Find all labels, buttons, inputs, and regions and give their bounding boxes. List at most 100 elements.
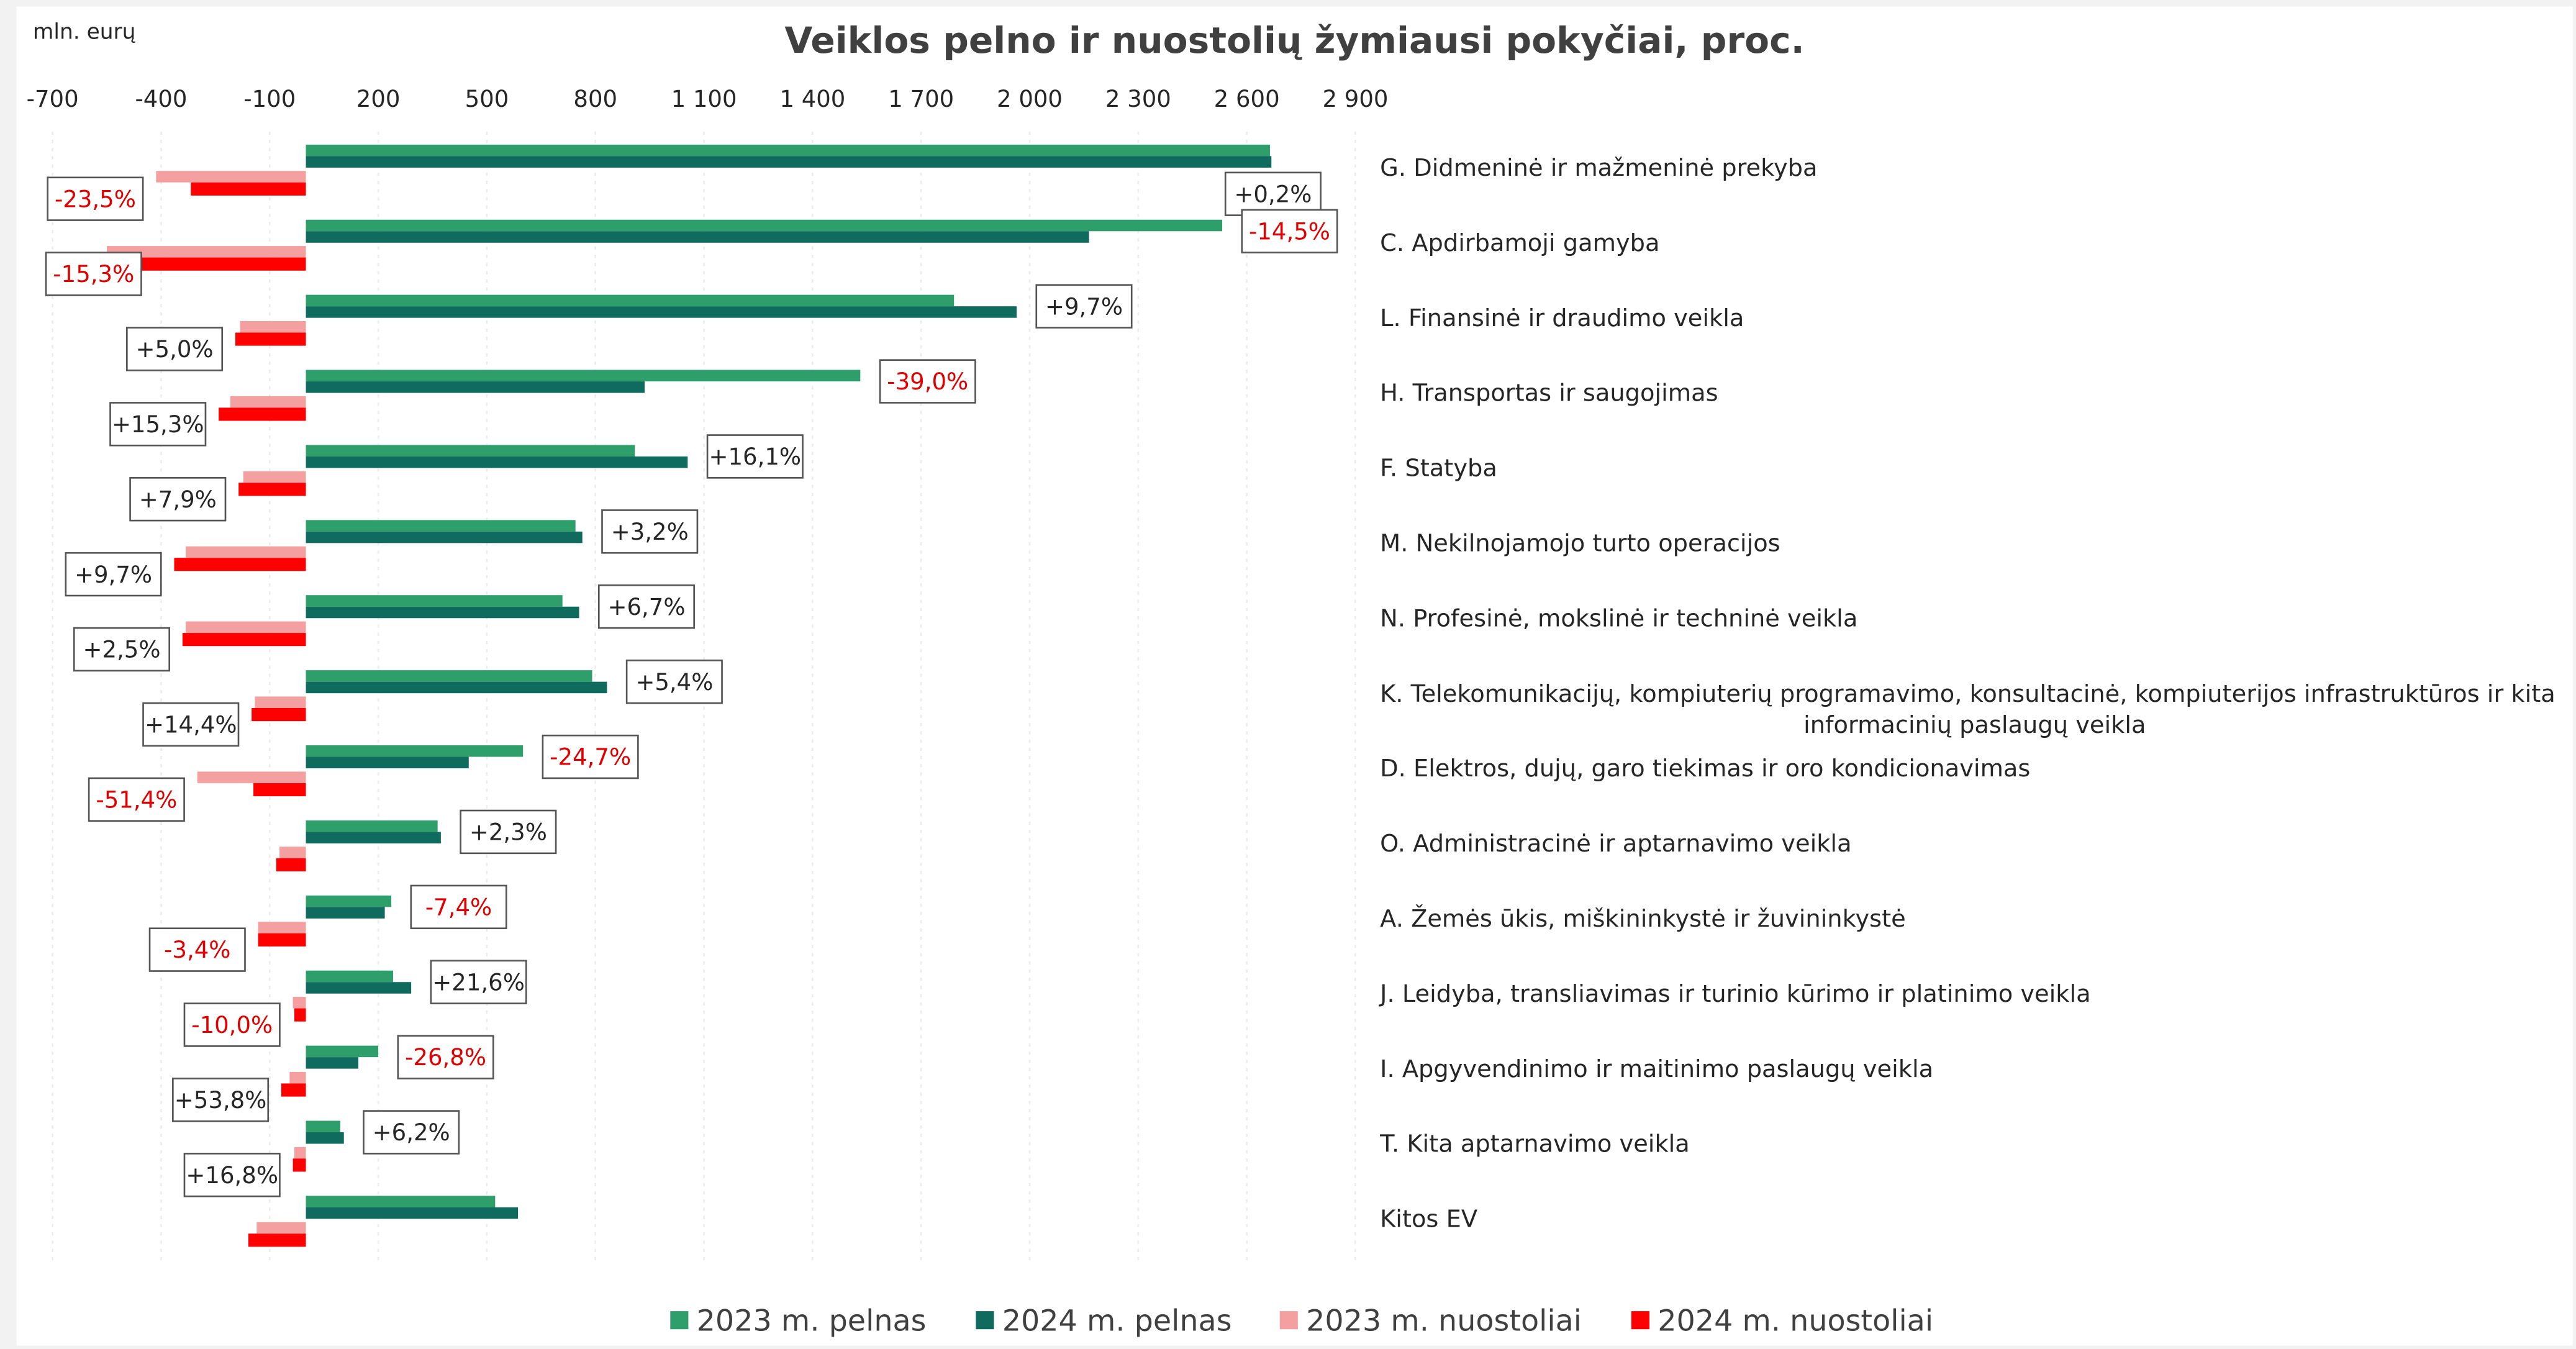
annotation-box	[1035, 284, 1133, 329]
annotation: -14,5%	[1249, 218, 1330, 245]
annotation-box	[879, 359, 976, 404]
category-label: K. Telekomunikacijų, kompiuterių program…	[1380, 679, 2556, 738]
bar	[256, 1222, 306, 1234]
bar	[306, 306, 1017, 318]
annotation: +2,3%	[469, 819, 547, 846]
annotation-box	[142, 702, 240, 747]
bar	[238, 483, 306, 496]
bar	[293, 997, 306, 1009]
bar	[289, 1071, 306, 1084]
bar	[306, 982, 412, 994]
x-tick-label: -400	[135, 86, 187, 112]
bar	[306, 595, 563, 607]
annotation-box	[88, 777, 185, 822]
bar	[306, 1207, 519, 1219]
annotation: +6,2%	[373, 1119, 450, 1146]
bar	[306, 1045, 379, 1058]
bar	[306, 1196, 496, 1207]
annotation-box	[73, 627, 171, 672]
bar	[306, 832, 441, 843]
bar	[306, 231, 1089, 243]
annotation-box	[65, 552, 162, 597]
annotation: +21,6%	[432, 969, 525, 996]
bar	[306, 1132, 344, 1144]
annotation-box	[183, 1153, 281, 1197]
annotation: +9,7%	[1045, 293, 1123, 320]
bar	[306, 156, 1272, 168]
category-label: A. Žemės ūkis, miškininkystė ir žuvinink…	[1380, 904, 1906, 933]
annotation: -39,0%	[887, 368, 968, 395]
x-tick-label: 200	[356, 86, 401, 112]
annotation: -23,5%	[55, 186, 136, 212]
legend-swatch	[976, 1311, 994, 1330]
bar	[174, 558, 306, 571]
category-label: H. Transportas ir saugojimas	[1380, 379, 1718, 407]
bar	[306, 1120, 340, 1133]
x-tick-label: -700	[27, 86, 79, 112]
legend-label: 2024 m. pelnas	[1002, 1304, 1232, 1338]
x-tick-label: 2 900	[1322, 86, 1388, 112]
category-label: L. Finansinė ir draudimo veikla	[1380, 304, 1744, 332]
annotation: -51,4%	[96, 786, 177, 813]
category-label: D. Elektros, dujų, garo tiekimas ir oro …	[1380, 755, 2030, 783]
bar	[230, 396, 306, 408]
annotation-box	[410, 884, 507, 930]
annotation-box	[126, 327, 224, 371]
annotation-box	[129, 477, 227, 522]
bar	[306, 294, 955, 307]
bar	[186, 621, 306, 634]
bar	[253, 783, 306, 797]
bar	[281, 1083, 306, 1097]
annotation: 0%	[197, 861, 234, 888]
legend-swatch	[670, 1311, 689, 1330]
annotation: -15,3%	[53, 261, 134, 288]
annotation: -10,0%	[191, 1012, 273, 1038]
annotation-box	[1241, 209, 1338, 253]
bar	[182, 633, 306, 647]
annotation: +15,3%	[112, 411, 204, 438]
annotation-box	[542, 734, 639, 779]
bar	[306, 219, 1223, 232]
x-tick-label: 1 400	[779, 86, 845, 112]
category-label: C. Apdirbamoji gamyba	[1380, 229, 1659, 257]
bar	[306, 670, 592, 682]
annotation: +5,4%	[635, 669, 713, 696]
bar	[306, 520, 576, 532]
category-label: M. Nekilnojamojo turto operacijos	[1380, 530, 1780, 558]
bar	[197, 771, 306, 783]
bar	[276, 858, 306, 871]
category-label: J. Leidyba, transliavimas ir turinio kūr…	[1379, 980, 2091, 1008]
annotation: +6,7%	[607, 594, 685, 620]
bar	[293, 1158, 306, 1172]
x-tick-label: 2 000	[997, 86, 1063, 112]
bar	[248, 1233, 306, 1247]
bar	[306, 606, 579, 619]
bar	[279, 847, 306, 858]
bar	[136, 257, 306, 271]
annotation: +16,8%	[186, 1162, 278, 1189]
category-label-line: K. Telekomunikacijų, kompiuterių program…	[1380, 679, 2556, 707]
legend-swatch	[1631, 1311, 1649, 1330]
bar	[306, 820, 438, 832]
annotation-box	[706, 434, 804, 479]
bar	[306, 895, 392, 907]
annotation: -24,7%	[550, 744, 631, 771]
annotation-box	[45, 252, 142, 296]
bar	[258, 922, 306, 933]
unit-label: mln. eurų	[33, 19, 136, 44]
legend-swatch	[1279, 1311, 1298, 1330]
x-tick-label: 1 100	[671, 86, 737, 112]
annotation: -7,4%	[425, 894, 492, 920]
annotation-box	[430, 960, 527, 1004]
annotation: +2,5%	[83, 637, 160, 663]
bar	[191, 182, 306, 196]
bar	[240, 320, 306, 333]
category-label: G. Didmeninė ir mažmeninė prekyba	[1380, 154, 1817, 182]
bar	[294, 1147, 306, 1159]
bar	[306, 144, 1270, 157]
annotation: -26,8%	[405, 1044, 486, 1071]
annotation-box	[397, 1035, 494, 1079]
bar	[156, 171, 306, 183]
category-label: O. Administracinė ir aptarnavimo veikla	[1380, 830, 1851, 858]
